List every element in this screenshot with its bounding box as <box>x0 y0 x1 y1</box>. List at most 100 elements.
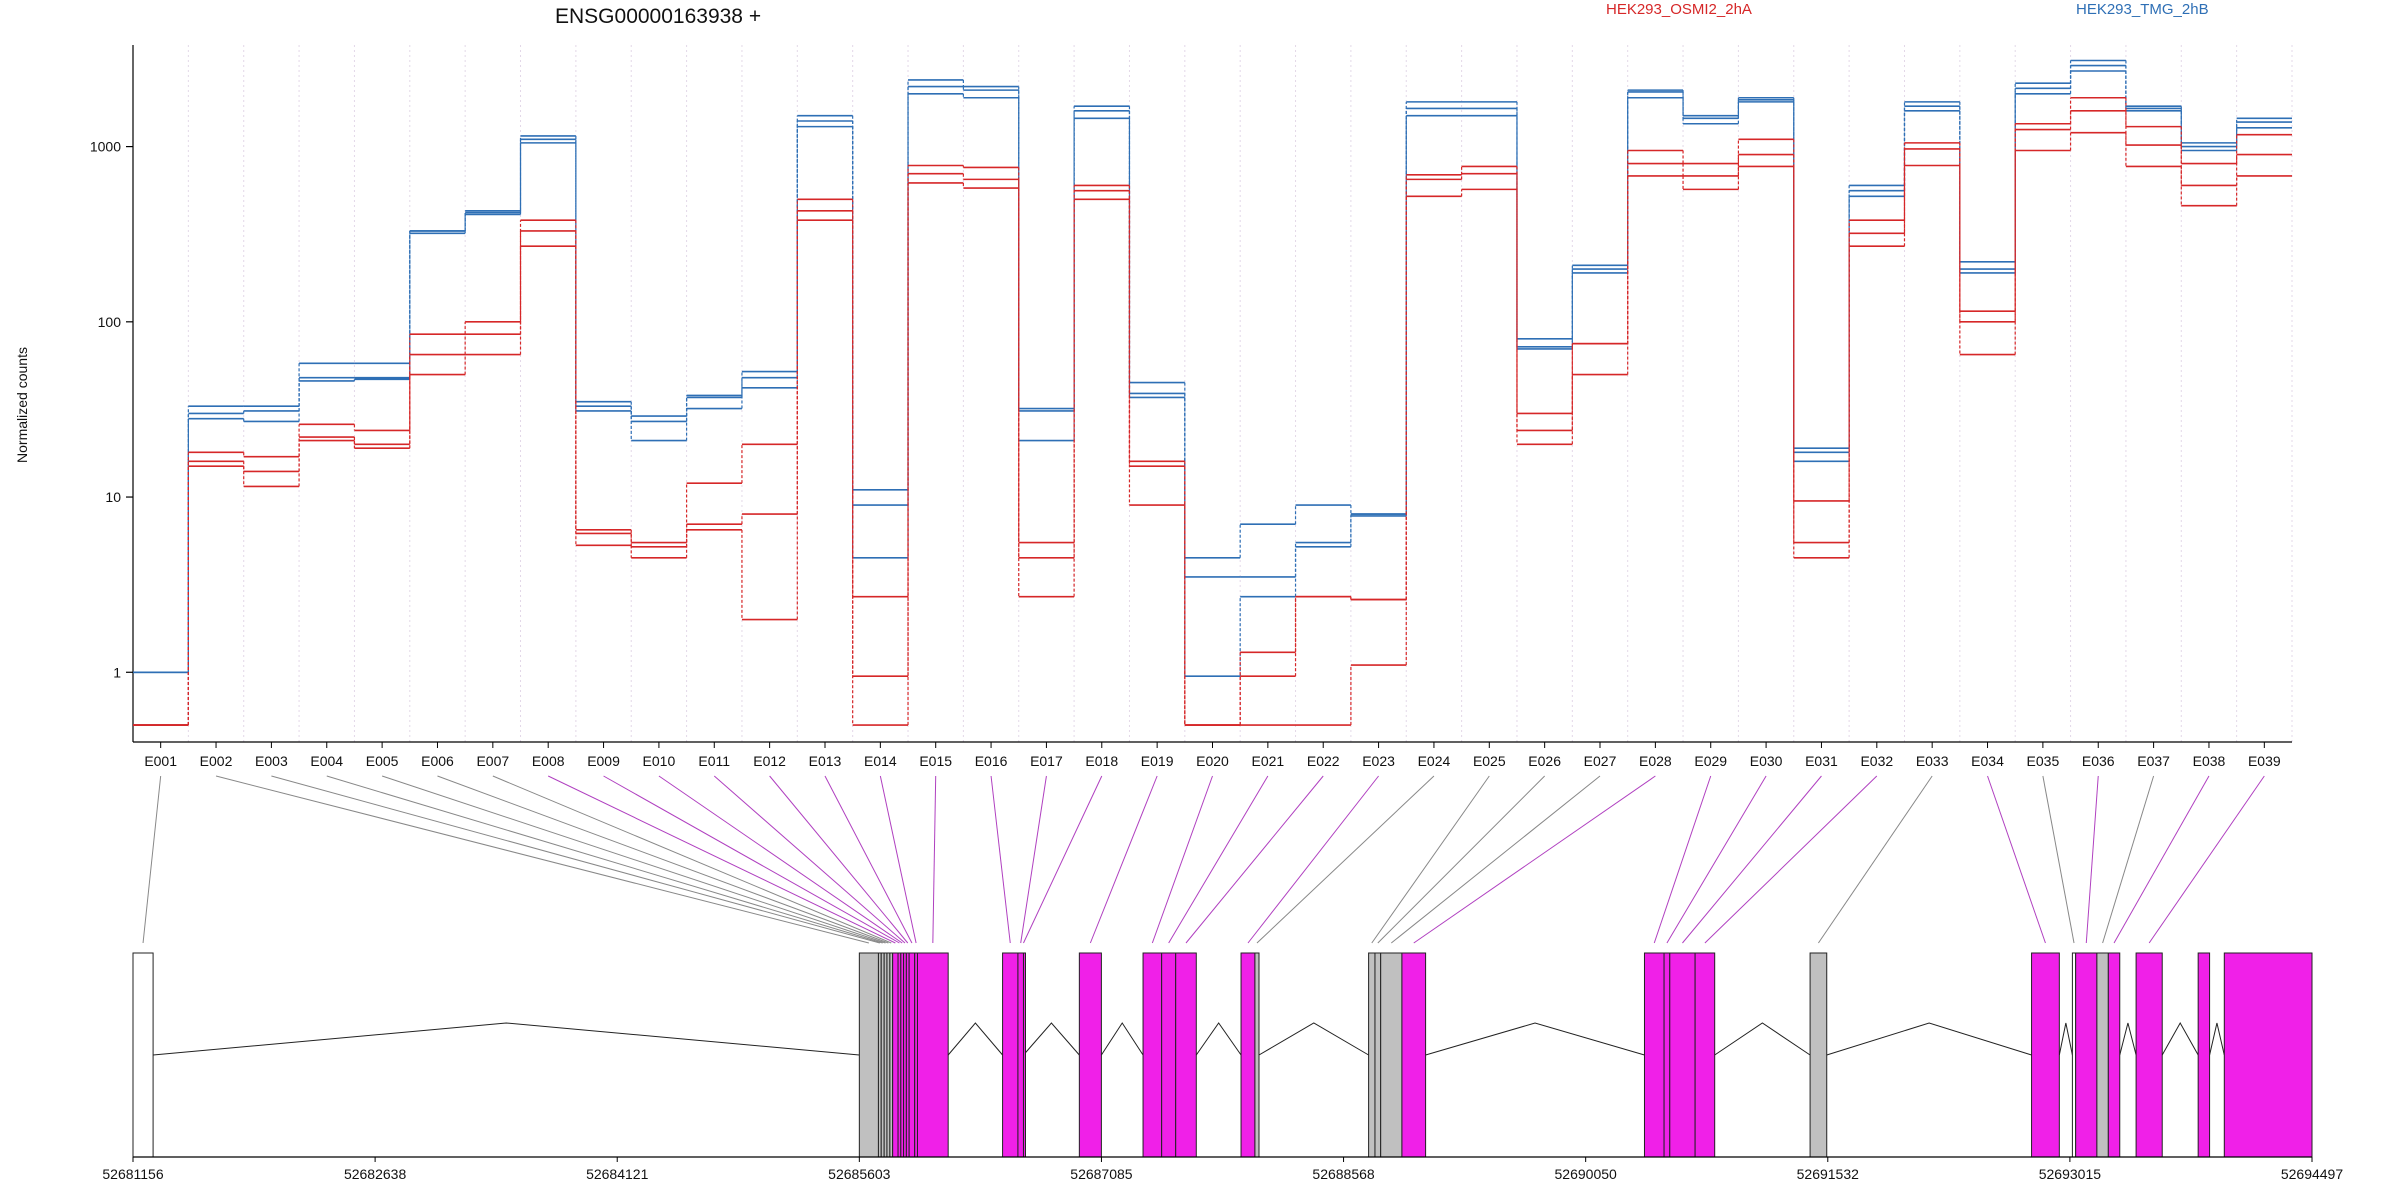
exon-box <box>1175 952 1197 1158</box>
exon-connector <box>1089 775 1158 944</box>
exon-box <box>2096 952 2109 1158</box>
legend-label-osmi: HEK293_OSMI2_2hA <box>1606 1 1752 18</box>
exon-connector <box>824 775 913 944</box>
exon-label: E029 <box>1694 753 1727 769</box>
exon-connector <box>1666 775 1767 944</box>
exon-box <box>1694 952 1716 1158</box>
exon-box <box>858 952 879 1158</box>
series-red-5 <box>133 131 2292 726</box>
exon-label: E010 <box>643 753 676 769</box>
exon-box <box>1002 952 1019 1158</box>
exon-label: E003 <box>255 753 288 769</box>
intron-line <box>1714 1022 1811 1056</box>
exon-box <box>1022 952 1026 1158</box>
exon-connector <box>932 775 937 944</box>
chart-title: ENSG00000163938 + <box>555 5 761 28</box>
exon-connector <box>1247 775 1379 944</box>
series-red-3 <box>133 96 2292 726</box>
exon-label: E028 <box>1639 753 1672 769</box>
exon-box <box>2197 952 2211 1158</box>
exon-connector <box>1653 775 1712 944</box>
exon-box <box>892 952 899 1158</box>
exon-box <box>2135 952 2163 1158</box>
intron-line <box>947 1022 1003 1056</box>
exon-connector <box>1987 775 2046 944</box>
series-blue-2 <box>133 70 2292 726</box>
intron-line <box>2058 1022 2073 1056</box>
exon-label: E016 <box>975 753 1008 769</box>
genomic-tick-label: 52693015 <box>2039 1166 2102 1182</box>
exon-connector-lines <box>142 775 2265 944</box>
exon-box <box>2107 952 2121 1158</box>
series-red-4 <box>133 110 2292 726</box>
exon-connector <box>1682 775 1822 944</box>
exon-connector <box>603 775 900 944</box>
exon-connector <box>990 775 1011 944</box>
exon-connector <box>1256 775 1435 944</box>
exon-connector <box>215 775 870 944</box>
exon-box <box>1374 952 1382 1158</box>
exon-connector <box>1704 775 1878 944</box>
genomic-tick-label: 52685603 <box>828 1166 891 1182</box>
genomic-tick-label: 52682638 <box>344 1166 407 1182</box>
exon-label: E001 <box>144 753 177 769</box>
exon-connector <box>2085 775 2099 944</box>
exon-box <box>908 952 916 1158</box>
exon-box <box>1240 952 1256 1158</box>
exon-connector <box>1168 775 1269 944</box>
exon-label: E033 <box>1916 753 1949 769</box>
exon-label: E015 <box>919 753 952 769</box>
intron-line <box>1425 1022 1645 1056</box>
exon-label: E018 <box>1085 753 1118 769</box>
exon-connector <box>1371 775 1490 944</box>
genomic-tick-label: 52690050 <box>1555 1166 1618 1182</box>
exon-box <box>132 952 154 1158</box>
exon-label: E011 <box>698 753 730 769</box>
exon-connector <box>547 775 896 944</box>
intron-line <box>1258 1022 1369 1056</box>
exon-box <box>1663 952 1671 1158</box>
exon-label: E008 <box>532 753 565 769</box>
exon-connector <box>2042 775 2075 944</box>
exon-label: E004 <box>310 753 343 769</box>
exon-label: E039 <box>2248 753 2281 769</box>
exon-label: E006 <box>421 753 454 769</box>
vertical-gridlines <box>132 45 2293 742</box>
exon-label: E032 <box>1860 753 1893 769</box>
intron-line <box>2209 1022 2225 1056</box>
exon-label: E024 <box>1418 753 1451 769</box>
intron-line <box>1023 1022 1080 1056</box>
exon-box <box>1368 952 1376 1158</box>
genomic-tick-label: 52694497 <box>2281 1166 2344 1182</box>
exon-connector <box>1020 775 1047 944</box>
exon-box <box>2223 952 2313 1158</box>
exon-label: E022 <box>1307 753 1340 769</box>
genomic-tick-label: 52687085 <box>1070 1166 1133 1182</box>
exon-label: E007 <box>476 753 509 769</box>
exon-connector <box>2102 775 2155 944</box>
exon-connector <box>437 775 889 944</box>
exon-box <box>1380 952 1403 1158</box>
genomic-tick-label: 52681156 <box>102 1166 163 1182</box>
exon-label: E019 <box>1141 753 1174 769</box>
exon-connector <box>1818 775 1933 944</box>
exon-box <box>1161 952 1177 1158</box>
legend-label-tmg: HEK293_TMG_2hB <box>2076 1 2209 18</box>
exon-connector <box>1023 775 1103 944</box>
exon-label: E031 <box>1805 753 1838 769</box>
exon-label: E027 <box>1584 753 1617 769</box>
exon-box <box>1643 952 1665 1158</box>
exon-connector <box>658 775 903 944</box>
intron-line <box>2119 1022 2137 1056</box>
series-blue-1 <box>133 64 2292 674</box>
exon-box <box>2031 952 2060 1158</box>
exon-box <box>1254 952 1260 1158</box>
exon-box <box>1017 952 1024 1158</box>
genomic-tick-label: 52684121 <box>586 1166 649 1182</box>
y-axis-label: Normalized counts <box>14 347 30 463</box>
intron-line <box>1100 1022 1144 1056</box>
exon-box <box>1669 952 1696 1158</box>
exon-connector <box>1151 775 1213 944</box>
exon-label: E013 <box>809 753 842 769</box>
y-axis: 1 10 100 1000 <box>90 45 134 742</box>
